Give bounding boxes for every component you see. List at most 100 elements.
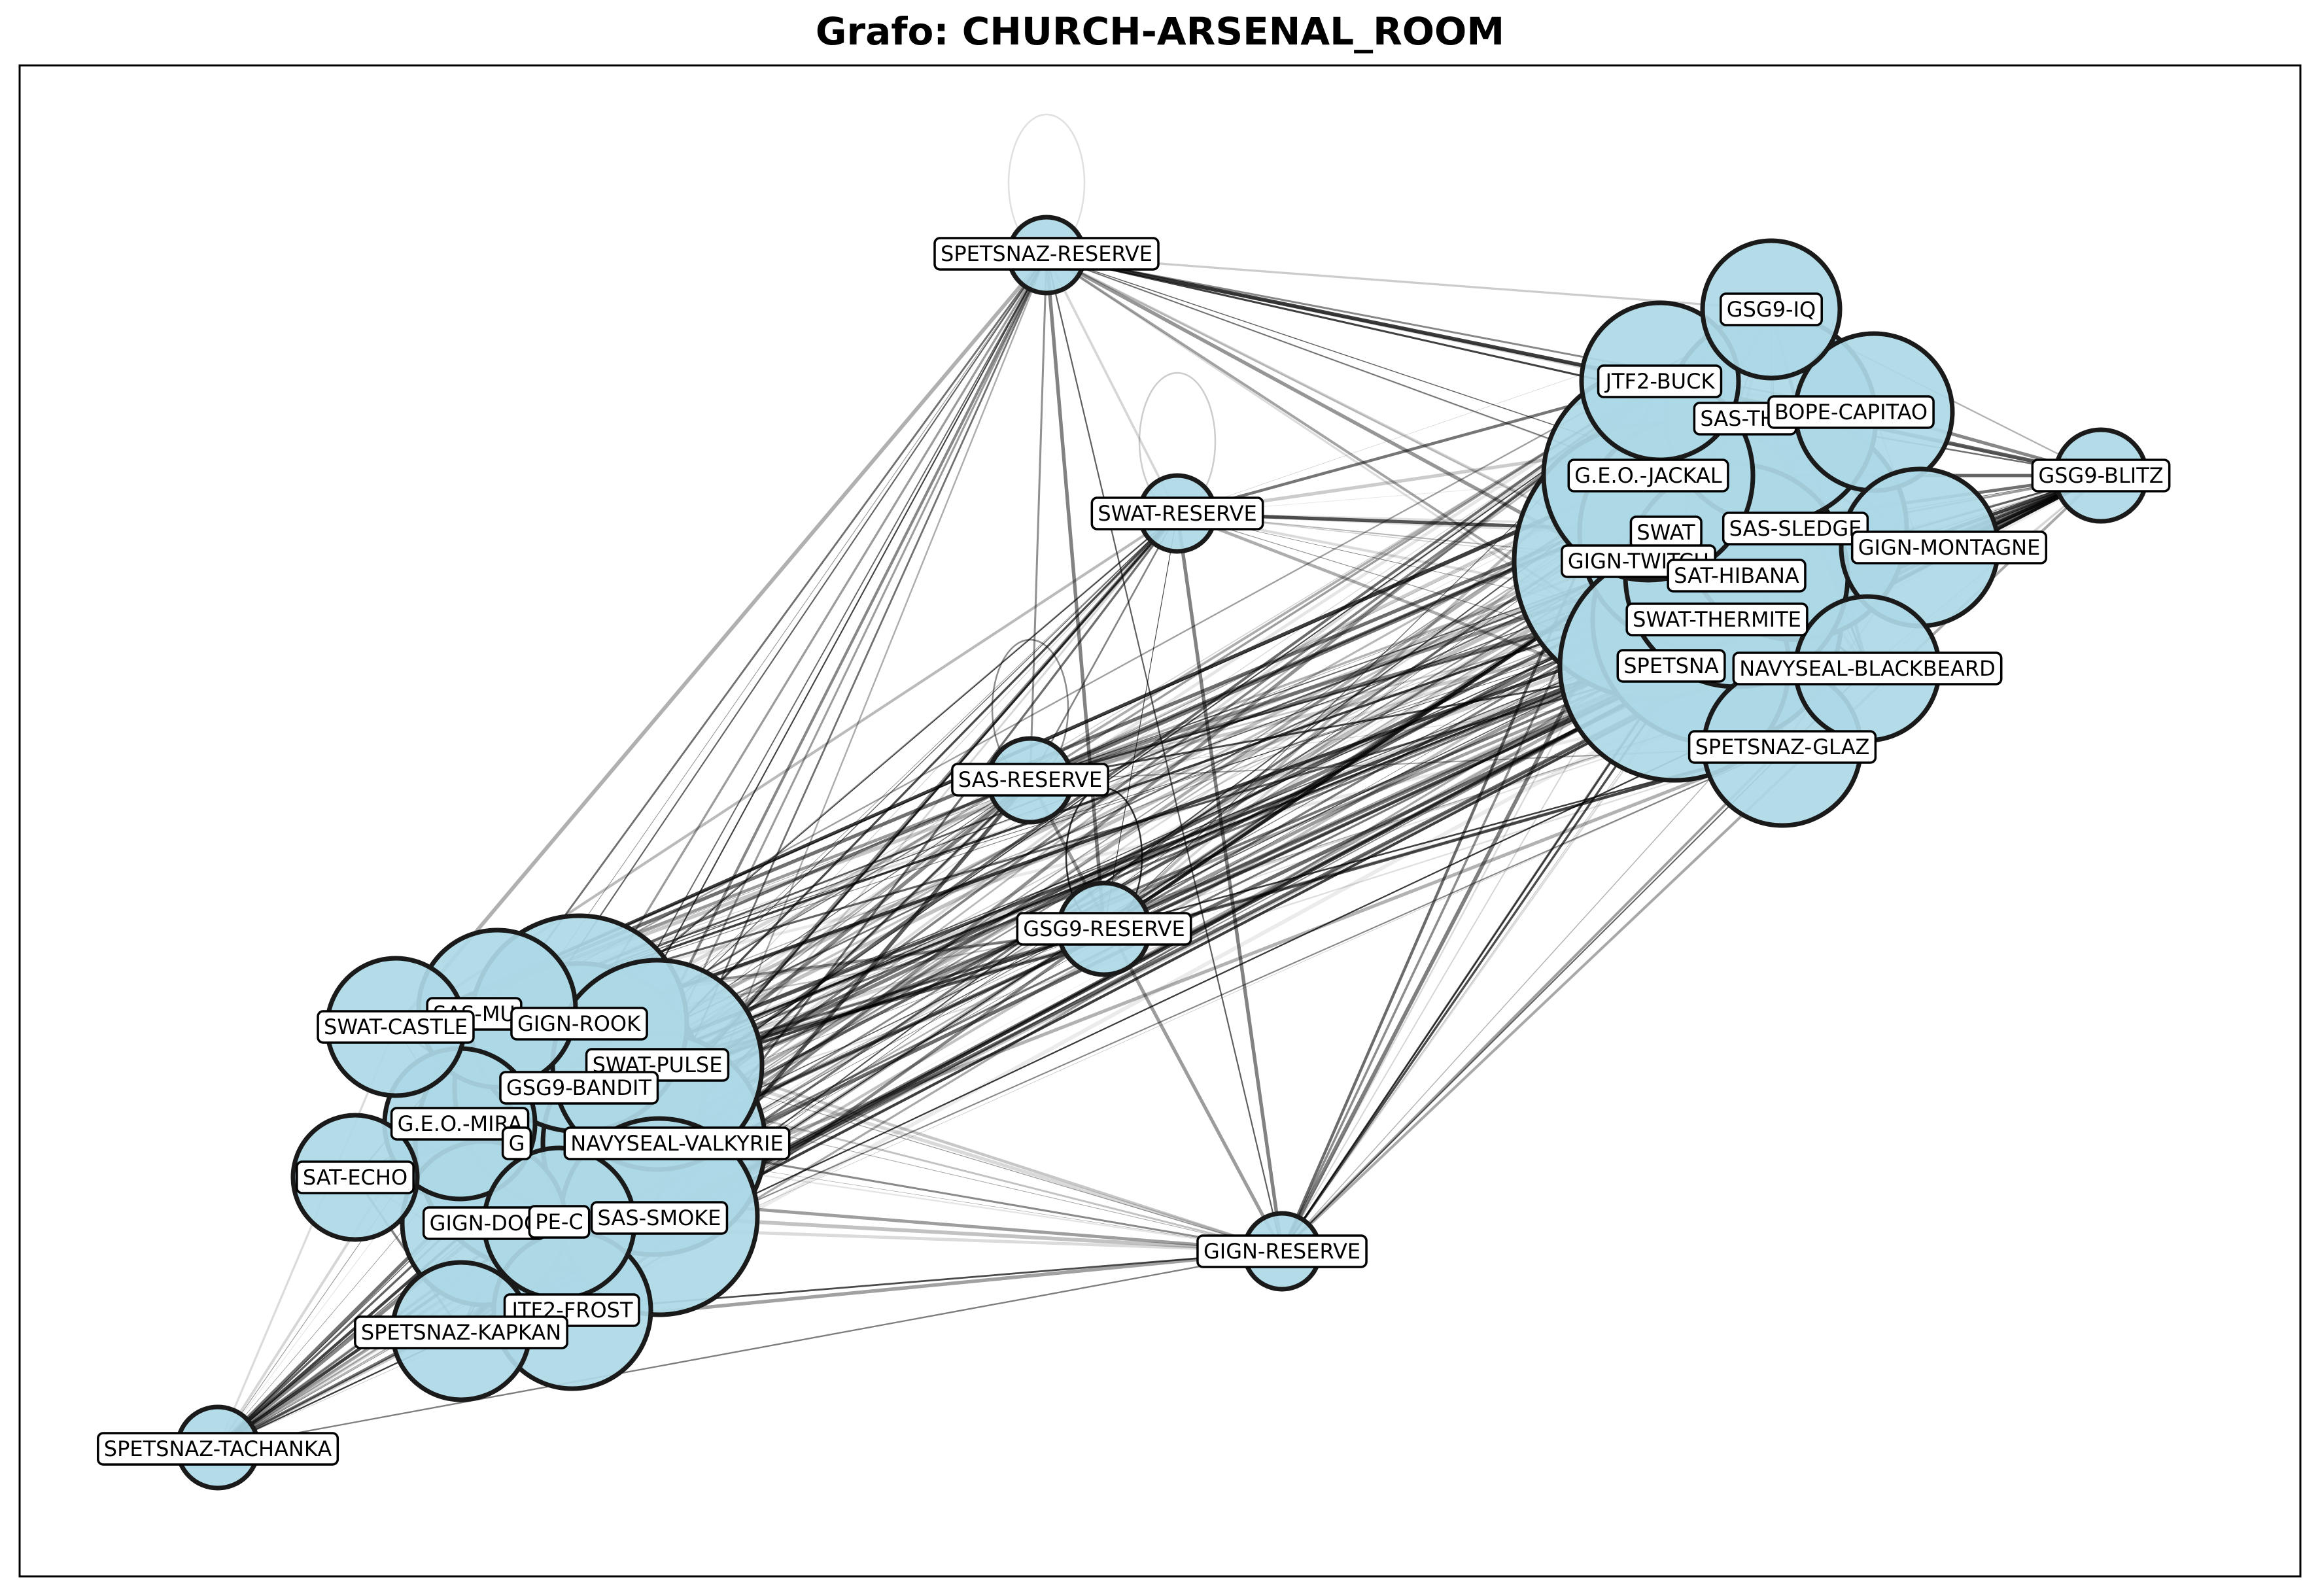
node-label-text: GSG9-BLITZ [2038, 463, 2163, 488]
node-label-spetsnaz-tachanka: SPETSNAZ-TACHANKA [97, 1432, 339, 1466]
node-label-gign-reserve: GIGN-RESERVE [1196, 1234, 1368, 1268]
edge [1046, 254, 1772, 311]
edge [1046, 253, 1661, 383]
edge [217, 1250, 1283, 1449]
node-labels: SPETSNAZ-RESERVE SWAT-RESERVE SAS-RESERVE G… [97, 237, 2171, 1466]
node-label-gign-rook: GIGN-ROOK [510, 1007, 648, 1041]
node-label-gsg9-jager: G [501, 1126, 532, 1160]
node-label-box [1090, 496, 1264, 530]
node-label-spetsnaz-fuze: SPETSNA [1616, 649, 1726, 683]
node-label-jtf2-buck: JTF2-BUCK [1597, 364, 1723, 398]
node-label-text: SAT-ECHO [303, 1165, 407, 1190]
plot-frame [18, 64, 2302, 1578]
node-label-box [1722, 512, 1869, 546]
node-label-box [1196, 1234, 1368, 1268]
node-label-box [510, 1007, 648, 1041]
node-label-box [1567, 459, 1729, 493]
node-label-gsg9-iq: GSG9-IQ [1720, 292, 1823, 326]
node-label-sat-echo: SAT-ECHO [296, 1160, 415, 1194]
node-label-box [1688, 730, 1877, 764]
node-label-text: GIGN-MONTAGNE [1858, 535, 2041, 560]
edge [578, 380, 1661, 1089]
node-label-box [1625, 602, 1809, 636]
node-label-text: SAT-HIBANA [1674, 563, 1799, 588]
node-label-text: G.E.O.-MIRA [398, 1111, 523, 1136]
node-label-bope-capitao: BOPE-CAPITAO [1767, 395, 1935, 429]
node-label-box [354, 1315, 568, 1349]
node-label-g-e-o-mira: G.E.O.-MIRA [390, 1107, 530, 1141]
edge [572, 618, 1718, 1311]
node-label-box [563, 1126, 791, 1160]
node-label-gsg9-blitz: GSG9-BLITZ [2031, 459, 2171, 493]
node-label-text: SAS-RESERVE [958, 767, 1102, 792]
node-label-sas-smoke: SAS-SMOKE [590, 1201, 729, 1235]
edge [394, 254, 1048, 1028]
graph-title: Grafo: CHURCH-ARSENAL_ROOM [815, 9, 1505, 54]
node-label-text: JTF2-BUCK [1604, 369, 1716, 394]
edge [496, 254, 1048, 1009]
edge [1045, 254, 1106, 929]
node-label-box [1616, 649, 1726, 683]
node-label-box [1732, 651, 2003, 685]
node-label-box [1667, 559, 1807, 593]
node-label-box [1767, 395, 1935, 429]
edge [1175, 513, 1284, 1252]
node-label-sas-reserve: SAS-RESERVE [951, 763, 1109, 797]
edge [657, 1064, 1283, 1252]
edge [578, 254, 1048, 1024]
node-label-gign-montagne: GIGN-MONTAGNE [1850, 530, 2048, 564]
node-label-text: BOPE-CAPITAO [1775, 400, 1928, 425]
edge [578, 617, 1718, 1090]
node-label-box [317, 1010, 475, 1044]
edge [1029, 254, 1048, 781]
node-label-text: SWAT [1636, 520, 1695, 545]
node-label-sat-hibana: SAT-HIBANA [1667, 559, 1807, 593]
node-label-sas-sledge: SAS-SLEDGE [1722, 512, 1869, 546]
node-label-text: GSG9-BANDIT [506, 1075, 652, 1100]
node-label-text: G [509, 1131, 525, 1156]
edge [217, 254, 1047, 1448]
node-label-box [2031, 459, 2171, 493]
node-label-spetsnaz-glaz: SPETSNAZ-GLAZ [1688, 730, 1877, 764]
node-label-text: SWAT-RESERVE [1098, 501, 1256, 526]
node-label-navyseal-blackbeard: NAVYSEAL-BLACKBEARD [1732, 651, 2003, 685]
node-label-text: G.E.O.-JACKAL [1574, 463, 1722, 488]
edge [578, 575, 1737, 1024]
edge [659, 475, 1649, 1217]
node-label-box [390, 1107, 530, 1141]
node-label-swat-ash: SWAT [1629, 515, 1703, 549]
node-label-text: SPETSNAZ-KAPKAN [361, 1320, 561, 1345]
node-label-spetsnaz-reserve: SPETSNAZ-RESERVE [933, 237, 1160, 271]
node-label-text: GIGN-ROOK [517, 1011, 641, 1036]
node-label-box [933, 237, 1160, 271]
node-label-box [1850, 530, 2048, 564]
node-label-gsg9-bandit: GSG9-BANDIT [499, 1071, 659, 1105]
edge [659, 1215, 1283, 1253]
node-label-box [1016, 912, 1192, 946]
node-label-box [1720, 292, 1823, 326]
node-label-navyseal-valkyrie: NAVYSEAL-VALKYRIE [563, 1126, 791, 1160]
node-label-box [951, 763, 1109, 797]
edge [578, 530, 1695, 1090]
node-label-text: NAVYSEAL-BLACKBEARD [1739, 656, 1995, 681]
node-label-text: GIGN-DOC [430, 1211, 539, 1236]
node-label-box [1597, 364, 1723, 398]
node-label-text: GSG9-RESERVE [1023, 916, 1185, 941]
node-label-text: SAS-SMOKE [598, 1206, 721, 1230]
edge [1045, 254, 1179, 514]
node-label-g-e-o-jackal: G.E.O.-JACKAL [1567, 459, 1729, 493]
edge [1103, 513, 1178, 929]
node-label-text: SPETSNAZ-RESERVE [941, 241, 1152, 266]
edge [657, 619, 1718, 1066]
edge [653, 475, 1649, 1144]
node-label-text: SPETSNAZ-GLAZ [1695, 735, 1870, 759]
edge [657, 513, 1178, 1066]
node-label-text: NAVYSEAL-VALKYRIE [570, 1131, 783, 1156]
node-label-spetsnaz-kapkan: SPETSNAZ-KAPKAN [354, 1315, 568, 1349]
edge [1281, 665, 1676, 1252]
node-label-box [499, 1071, 659, 1105]
node-label-gsg9-reserve: GSG9-RESERVE [1016, 912, 1192, 946]
node-label-text: SPETSNA [1623, 653, 1719, 678]
edge [1281, 746, 1784, 1253]
